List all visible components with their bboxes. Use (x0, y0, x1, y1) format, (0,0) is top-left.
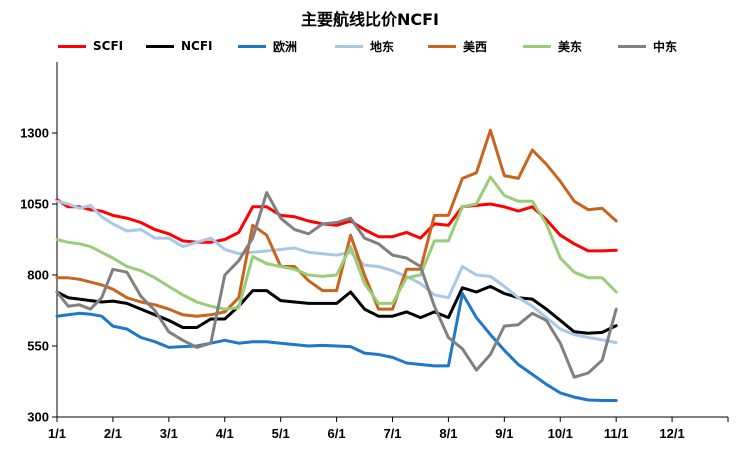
series-line-1 (55, 198, 618, 253)
x-tick-label: 5/1 (272, 426, 290, 441)
legend-label: SCFI (93, 39, 124, 53)
legend: SCFI NCFI 欧洲 地东 美西 美东 中东 (58, 36, 738, 56)
legend-label: 中东 (653, 39, 678, 54)
legend-swatch (523, 44, 551, 48)
x-tick-label: 12/1 (659, 426, 684, 441)
legend-swatch (238, 44, 266, 48)
legend-item: SCFI (58, 36, 123, 56)
legend-item: 美东 (523, 36, 582, 56)
x-tick-label: 9/1 (495, 426, 513, 441)
x-tick-label: 8/1 (439, 426, 457, 441)
x-tick-label: 6/1 (328, 426, 346, 441)
x-tick-label: 11/1 (604, 426, 629, 441)
y-tick-label: 300 (27, 410, 49, 425)
series-line-4 (55, 199, 618, 345)
legend-item: 中东 (618, 36, 677, 56)
legend-label: 美东 (558, 39, 583, 54)
y-tick-label: 1300 (20, 126, 49, 141)
y-tick-label: 800 (27, 268, 49, 283)
series-line-5 (55, 128, 618, 318)
chart-title: 主要航线比价NCFI (300, 10, 440, 29)
legend-swatch (58, 44, 86, 48)
legend-item: 欧洲 (238, 36, 297, 56)
x-tick-label: 4/1 (216, 426, 234, 441)
x-tick-label: 10/1 (548, 426, 573, 441)
legend-label: 欧洲 (273, 39, 298, 54)
x-tick-label: 2/1 (104, 426, 122, 441)
legend-item: 地东 (335, 36, 394, 56)
legend-item: NCFI (146, 36, 213, 56)
legend-swatch (618, 44, 646, 48)
y-tick-label: 1050 (20, 197, 49, 212)
series-line-3 (55, 292, 618, 402)
x-tick-label: 7/1 (383, 426, 401, 441)
y-tick-label: 550 (27, 339, 49, 354)
series-line-7 (55, 191, 618, 379)
legend-label: 地东 (370, 39, 395, 54)
x-tick-label: 1/1 (48, 426, 66, 441)
legend-swatch (146, 44, 174, 48)
legend-label: 美西 (463, 39, 488, 54)
x-tick-label: 3/1 (160, 426, 178, 441)
legend-swatch (428, 44, 456, 48)
legend-item: 美西 (428, 36, 487, 56)
series-line-6 (55, 175, 618, 311)
legend-label: NCFI (181, 39, 213, 53)
legend-swatch (335, 44, 363, 48)
